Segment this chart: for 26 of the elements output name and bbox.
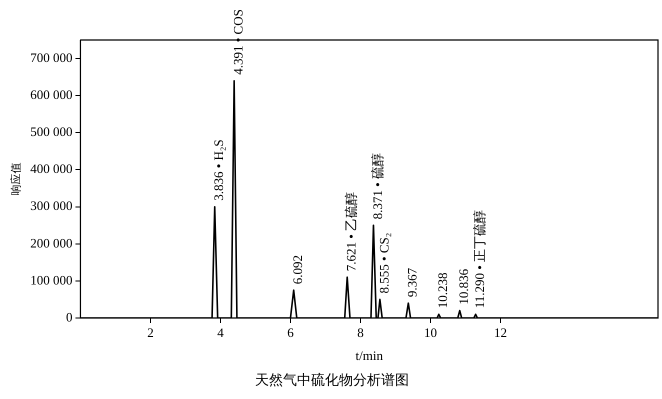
x-tick-label: 2 bbox=[147, 325, 154, 340]
annotation: 8.371 • 硫醇 bbox=[370, 153, 385, 220]
y-tick-label: 700 000 bbox=[30, 50, 72, 65]
y-tick-label: 300 000 bbox=[30, 198, 72, 214]
y-tick-label: 0 bbox=[66, 309, 72, 324]
y-tick-label: 100 000 bbox=[30, 272, 72, 288]
annotation: 11.290 • 正丁硫醇 bbox=[472, 210, 488, 308]
x-axis-title: t/min bbox=[356, 348, 384, 363]
x-tick-label: 4 bbox=[217, 325, 224, 340]
annotation: 9.367 bbox=[404, 267, 420, 298]
y-tick-label: 200 000 bbox=[30, 235, 72, 250]
annotation: 8.555 • CS₂ bbox=[376, 232, 392, 294]
y-tick-label: 400 000 bbox=[30, 161, 72, 176]
x-tick-label: 8 bbox=[357, 325, 364, 340]
annotation: 6.092 bbox=[290, 254, 306, 284]
x-tick-label: 12 bbox=[494, 325, 507, 340]
annotation: 7.621 • 乙硫醇 bbox=[344, 192, 359, 272]
annotation: 3.836 • H₂S bbox=[211, 139, 226, 201]
text: 天然气中硫化物分析谱图 bbox=[255, 372, 409, 388]
annotation: 10.836 bbox=[456, 268, 472, 305]
y-axis-title: 响应值 bbox=[9, 162, 22, 196]
annotation: 10.238 bbox=[435, 272, 450, 308]
x-tick-label: 10 bbox=[424, 325, 437, 340]
y-tick-label: 500 000 bbox=[30, 124, 72, 140]
x-tick-label: 6 bbox=[287, 325, 294, 340]
y-tick-label: 600 000 bbox=[30, 87, 72, 102]
